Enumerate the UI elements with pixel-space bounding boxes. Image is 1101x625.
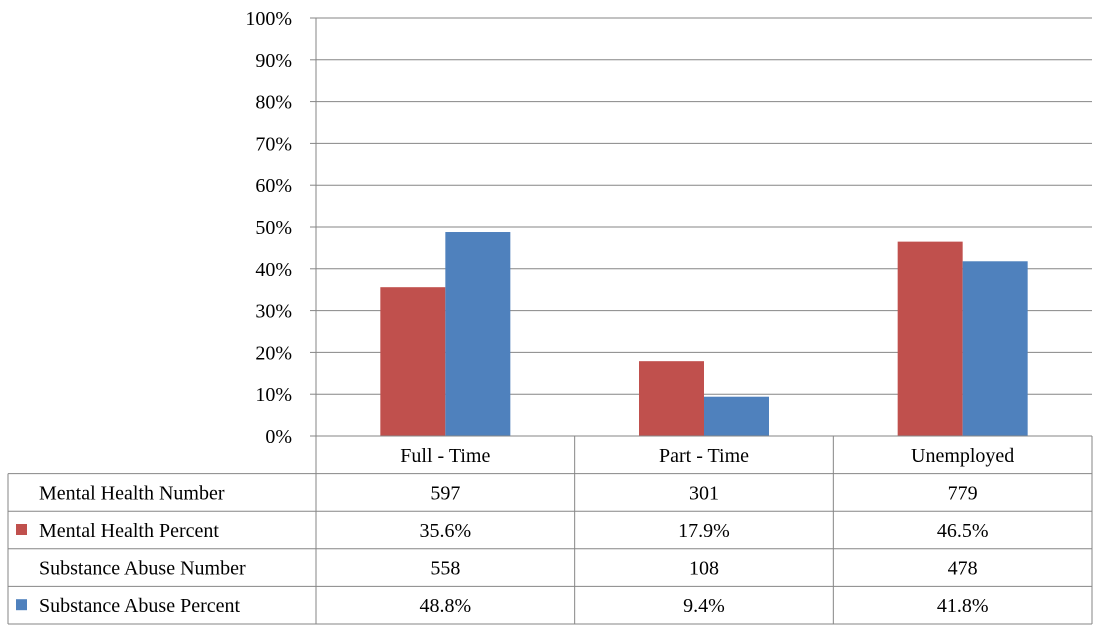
data-table: Full - Time Part - Time Unemployed Mental H… bbox=[7, 436, 1093, 625]
table-row-label: Mental Health Percent bbox=[39, 520, 219, 542]
bars bbox=[380, 232, 1028, 436]
table-row-label: Substance Abuse Percent bbox=[39, 595, 241, 617]
table-cell-value: 478 bbox=[948, 558, 978, 580]
bar-mental-health bbox=[380, 287, 446, 436]
legend-key-substance-abuse bbox=[16, 599, 27, 611]
y-axis-tick-labels: 0% 10% 20% 30% 40% 50% 60% 70% 80% 90% 100% bbox=[245, 8, 292, 448]
table-cell-value: 597 bbox=[430, 482, 460, 504]
y-tick-label: 80% bbox=[255, 92, 292, 114]
bar-mental-health bbox=[639, 361, 704, 436]
bar-substance-abuse bbox=[962, 261, 1028, 436]
y-tick-label: 90% bbox=[255, 50, 292, 72]
category-label: Part - Time bbox=[659, 445, 749, 467]
y-tick-label: 60% bbox=[255, 175, 292, 197]
legend-key-mental-health bbox=[16, 524, 27, 535]
bar-substance-abuse bbox=[704, 396, 769, 436]
y-tick-label: 10% bbox=[255, 384, 292, 406]
bar-mental-health bbox=[897, 241, 963, 436]
y-tick-label: 100% bbox=[245, 8, 292, 30]
table-cell-value: 779 bbox=[948, 482, 978, 504]
table-cell-value: 108 bbox=[689, 558, 719, 580]
table-cell-value: 17.9% bbox=[678, 520, 730, 542]
table-cell-value: 301 bbox=[689, 482, 719, 504]
axes bbox=[310, 17, 1092, 437]
y-tick-label: 30% bbox=[255, 301, 292, 323]
table-cell-value: 35.6% bbox=[419, 520, 471, 542]
y-tick-label: 0% bbox=[265, 426, 292, 448]
y-tick-label: 50% bbox=[255, 217, 292, 239]
table-cell-value: 41.8% bbox=[937, 595, 989, 617]
category-label: Unemployed bbox=[911, 445, 1014, 467]
table-row-label: Mental Health Number bbox=[39, 482, 225, 504]
category-label: Full - Time bbox=[400, 445, 490, 467]
table-cell-value: 46.5% bbox=[937, 520, 989, 542]
table-cell-value: 558 bbox=[430, 558, 460, 580]
y-tick-label: 40% bbox=[255, 259, 292, 281]
table-cell-value: 48.8% bbox=[419, 595, 471, 617]
table-cell-value: 9.4% bbox=[683, 595, 725, 617]
y-tick-label: 70% bbox=[255, 133, 292, 155]
y-tick-label: 20% bbox=[255, 342, 292, 364]
table-row-label: Substance Abuse Number bbox=[39, 558, 246, 580]
bar-substance-abuse bbox=[445, 232, 511, 436]
